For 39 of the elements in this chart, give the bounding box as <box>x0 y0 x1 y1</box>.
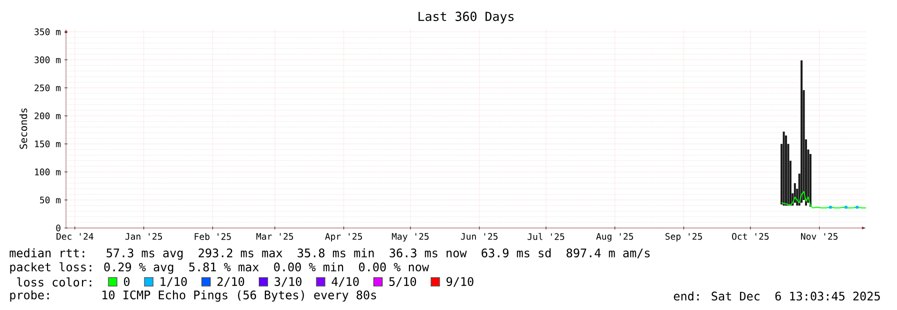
x-tick-label: Aug '25 <box>596 233 634 242</box>
text: probe: <box>10 290 49 302</box>
x-tick-label: Apr '25 <box>325 233 362 242</box>
y-axis-title: Seconds <box>19 108 28 149</box>
y-tick-label: 100 m <box>35 168 61 176</box>
legend-label: 5/10 <box>389 277 416 287</box>
x-tick-label: Mar '25 <box>256 233 294 240</box>
y-tick-label: 250 m <box>34 84 61 92</box>
y-tick-label: 300 m <box>34 56 61 64</box>
legend-label: 2/10 <box>217 277 244 287</box>
x-tick-label: Jun '25 <box>460 233 498 240</box>
x-tick-label: Dec '24 <box>56 233 94 240</box>
legend-label: 3/10 <box>274 277 302 287</box>
line-series <box>781 191 867 208</box>
x-tick-label: Jan '25 <box>125 233 162 240</box>
y-tick-label: 200 m <box>34 112 61 120</box>
y-tick-label: 0 <box>56 224 60 232</box>
bar <box>800 60 803 203</box>
legend-label: 9/10 <box>446 277 474 287</box>
chart-title: Last 360 Days <box>418 12 514 24</box>
bar <box>785 136 788 206</box>
text: median rtt: 57.3 ms avg 293.2 ms max 35.8 ms min 36.3 ms now 63.9 ms sd 897.4 m am/s <box>10 248 650 260</box>
y-tick-label: 50 m <box>40 196 61 204</box>
x-tick-label: Oct '25 <box>732 233 769 240</box>
x-tick-label: Nov '25 <box>801 233 838 240</box>
text: 10 ICMP Echo Pings (56 Bytes) every 80s <box>102 290 376 302</box>
y-tick-label: 150 m <box>35 140 61 148</box>
x-tick-label: May '25 <box>392 233 429 242</box>
legend-label: 4/10 <box>332 277 359 287</box>
x-tick-label: Sep '25 <box>666 233 702 242</box>
x-tick-label: Feb '25 <box>194 233 231 240</box>
x-tick-label: Jul '25 <box>528 233 564 240</box>
y-tick-label: 350 m <box>34 28 61 36</box>
legend-title: loss color: <box>17 277 92 287</box>
legend-label: 1/10 <box>160 277 187 287</box>
bar <box>782 132 785 206</box>
text: packet loss: 0.29 % avg 5.81 % max 0.00 % min 0.00 % now <box>10 262 430 274</box>
text: end: Sat Dec 6 13:03:45 2025 <box>674 291 880 301</box>
legend-label: 0 <box>124 277 130 286</box>
